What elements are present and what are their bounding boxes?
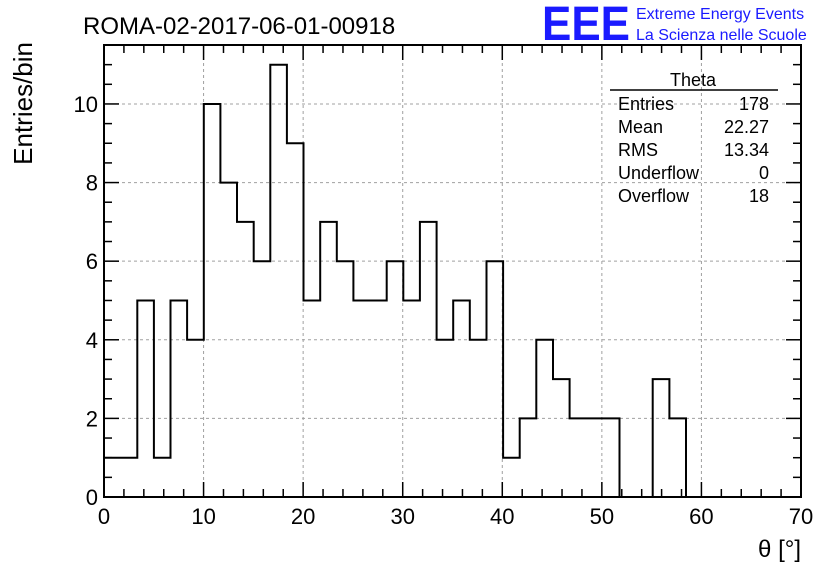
y-axis-label: Entries/bin	[8, 42, 38, 165]
stats-row-label: RMS	[618, 140, 658, 160]
stats-row-value: 178	[739, 94, 769, 114]
y-tick-label: 10	[74, 92, 98, 117]
histogram-bin	[353, 300, 370, 497]
tick-labels-layer: 0 10 20 30 40 50 60 70 0 2 4 6 8 10	[74, 92, 814, 529]
y-tick-label: 2	[86, 406, 98, 431]
x-tick-label: 30	[390, 504, 414, 529]
histogram-bin	[669, 418, 686, 497]
histogram-bin	[420, 222, 437, 497]
logo-line-1: Extreme Energy Events	[636, 6, 804, 23]
histogram-bin	[254, 261, 271, 497]
histogram-bin	[220, 183, 237, 497]
histogram-bin	[204, 104, 221, 497]
y-tick-label: 0	[86, 485, 98, 510]
histogram-bin	[503, 458, 520, 497]
stats-row-label: Overflow	[618, 186, 690, 206]
eee-logo: EEE	[542, 0, 630, 51]
y-tick-label: 6	[86, 249, 98, 274]
histogram-bin	[653, 379, 670, 497]
histogram-bin	[237, 222, 254, 497]
histogram-bin	[270, 65, 287, 497]
histogram-bin	[520, 418, 537, 497]
histogram-bin	[287, 143, 304, 497]
histogram-bin	[187, 340, 204, 497]
stats-row-value: 22.27	[724, 117, 769, 137]
logo-line-2: La Scienza nelle Scuole	[636, 27, 807, 44]
plot-frame	[103, 44, 802, 498]
stats-row-label: Underflow	[618, 163, 700, 183]
histogram-bin	[486, 261, 503, 497]
stats-row-label: Mean	[618, 117, 663, 137]
histogram-bin	[453, 300, 470, 497]
stats-row-label: Entries	[618, 94, 674, 114]
histogram-bin	[154, 458, 171, 497]
chart-title: ROMA-02-2017-06-01-00918	[83, 13, 395, 40]
histogram-bin	[387, 261, 404, 497]
histogram-bin	[470, 340, 487, 497]
x-tick-label: 50	[590, 504, 614, 529]
x-tick-label: 0	[98, 504, 110, 529]
x-tick-label: 20	[291, 504, 315, 529]
histogram-bin	[570, 418, 587, 497]
stats-title: Theta	[670, 70, 717, 90]
x-tick-label: 70	[789, 504, 813, 529]
histogram-bin	[603, 418, 620, 497]
histogram-bin	[437, 340, 454, 497]
x-tick-label: 40	[490, 504, 514, 529]
histogram-bin	[171, 300, 188, 497]
histogram-bin	[137, 300, 154, 497]
histogram-bin	[304, 300, 321, 497]
histogram-bin	[370, 300, 387, 497]
histogram-bin	[403, 300, 420, 497]
y-tick-label: 4	[86, 328, 98, 353]
histogram-bin	[320, 222, 337, 497]
histogram-layer	[103, 63, 801, 498]
stats-row-value: 0	[759, 163, 769, 183]
histogram-bin	[337, 261, 354, 497]
stats-row-value: 18	[749, 186, 769, 206]
x-axis-label: θ [°]	[758, 536, 801, 563]
histogram-bin	[121, 458, 138, 497]
x-tick-label: 10	[191, 504, 215, 529]
stats-row-value: 13.34	[724, 140, 769, 160]
histogram-bin	[553, 379, 570, 497]
histogram-bin	[586, 418, 603, 497]
histogram-bin	[536, 340, 553, 497]
y-tick-label: 8	[86, 171, 98, 196]
x-tick-label: 60	[689, 504, 713, 529]
stats-box: Theta Entries 178 Mean 22.27 RMS 13.34 Underfl…	[610, 70, 778, 206]
